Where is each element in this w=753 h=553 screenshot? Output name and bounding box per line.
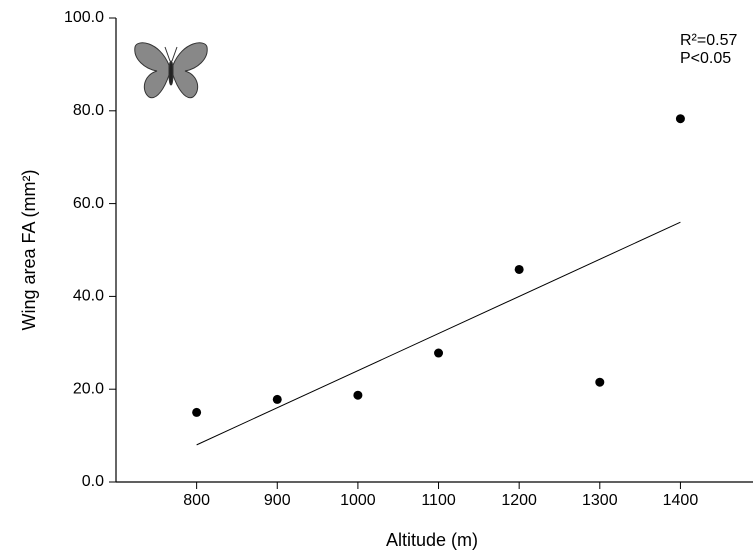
- x-tick-label: 1000: [340, 492, 376, 509]
- data-point: [353, 390, 363, 400]
- y-tick-label: 40.0: [73, 288, 104, 305]
- x-tick-label: 1300: [582, 492, 618, 509]
- data-point: [272, 394, 282, 404]
- data-point: [192, 407, 202, 417]
- x-tick-label: 800: [183, 492, 210, 509]
- y-tick-label: 0.0: [82, 473, 104, 490]
- annotation: P<0.05: [680, 50, 731, 67]
- data-point: [514, 264, 524, 274]
- x-tick-label: 900: [264, 492, 291, 509]
- x-tick-label: 1400: [663, 492, 699, 509]
- data-point: [434, 348, 444, 358]
- y-axis-label: Wing area FA (mm²): [19, 169, 39, 330]
- data-point: [675, 114, 685, 124]
- regression-line: [196, 221, 681, 446]
- y-tick-label: 100.0: [64, 9, 104, 26]
- y-tick-label: 80.0: [73, 102, 104, 119]
- butterfly-icon: [134, 42, 208, 99]
- y-tick-label: 60.0: [73, 195, 104, 212]
- x-tick-label: 1100: [421, 492, 456, 509]
- x-tick-label: 1200: [501, 492, 537, 509]
- annotation: R²=0.57: [680, 32, 737, 49]
- y-tick-label: 20.0: [73, 380, 104, 397]
- data-point: [595, 377, 605, 387]
- x-axis-label: Altitude (m): [386, 530, 478, 550]
